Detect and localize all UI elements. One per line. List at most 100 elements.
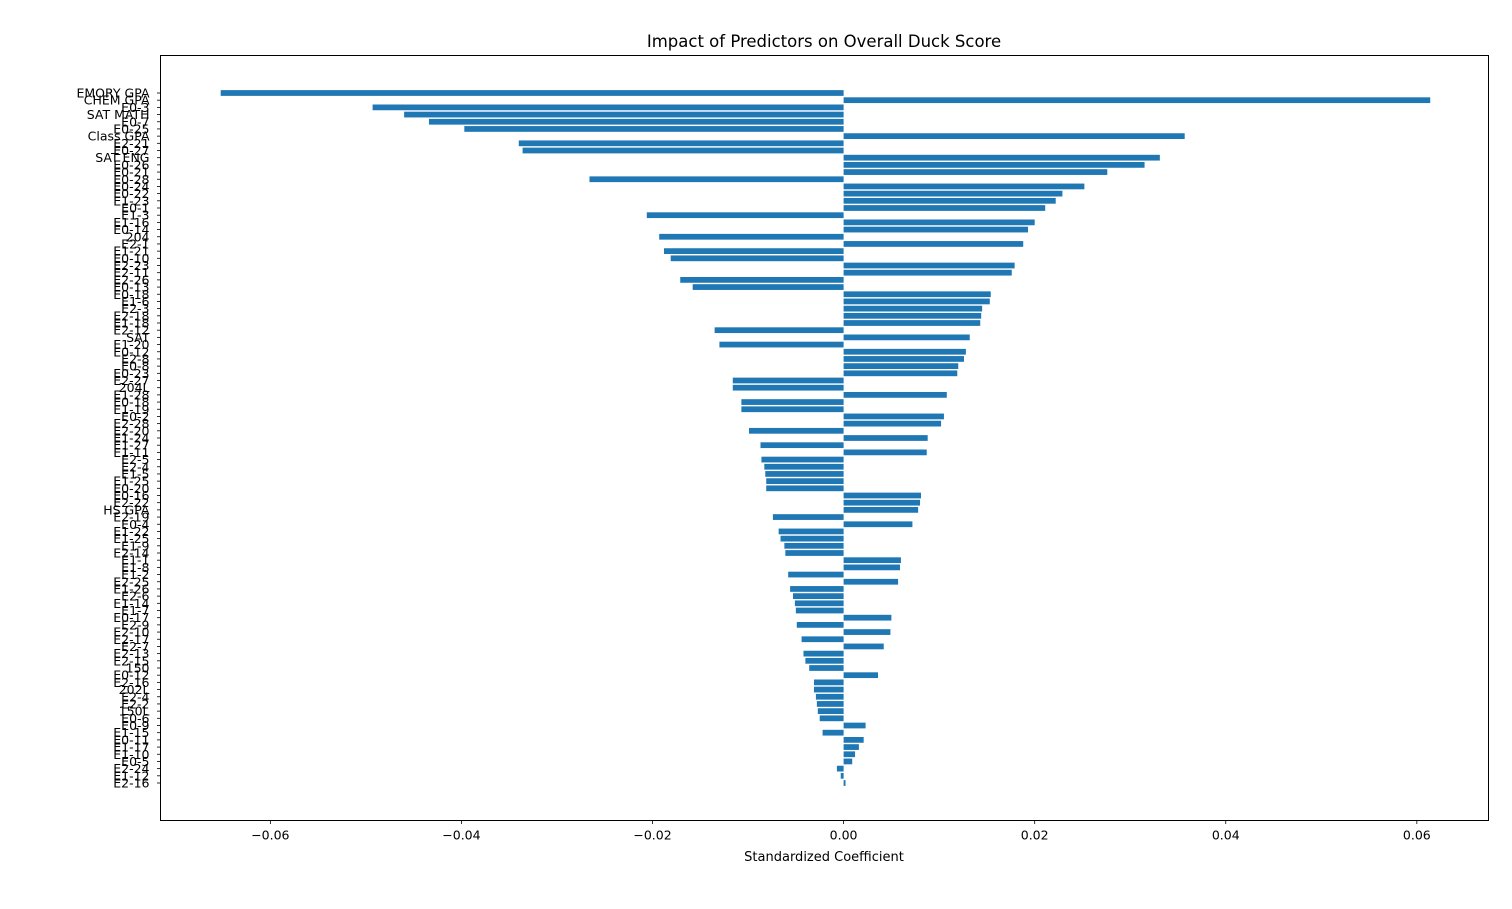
bar [760,442,844,449]
category-tick-label: E1-18 [113,316,149,331]
category-tick-label: E2-17 [113,632,149,647]
bar [843,578,899,585]
category-tick-label: E0-12 [113,344,149,359]
bar [843,492,921,499]
category-tick-label: E1-5 [121,466,149,481]
bar [843,758,853,765]
category-tick-label: E1-19 [113,402,149,417]
category-tick-label: 150 [126,661,150,676]
bar [815,693,844,700]
chart-title: Impact of Predictors on Overall Duck Sco… [647,32,1001,51]
category-tick-label: E2-19 [113,510,149,525]
bar [765,471,844,477]
x-tick-label: 0.06 [1403,828,1431,843]
category-tick-label: E1-17 [113,740,149,755]
category-tick-label: E0-8 [121,359,149,374]
bar [741,399,844,405]
category-tick-label: E2-1 [121,236,149,251]
bar [816,701,844,707]
bar [843,298,990,305]
bar [840,772,844,779]
category-tick-label: E1-11 [113,445,149,460]
bar [796,622,844,628]
bar [670,255,844,262]
x-tick-label: −0.04 [442,828,480,843]
category-tick-label: E1-21 [113,244,149,259]
category-tick-label: E2-3 [121,301,149,316]
bar [843,643,884,650]
bar [220,90,844,96]
category-tick-label: E0-27 [113,143,149,158]
bar [766,478,844,484]
bar [803,650,844,657]
bar [813,686,844,693]
bar [772,514,844,520]
category-tick-label: E1-1 [121,553,149,568]
category-tick-label: E2-15 [113,653,149,668]
bar [843,348,966,355]
bar [518,140,844,147]
bar [784,542,844,549]
category-tick-label: E1-9 [121,538,149,553]
bar [843,320,981,326]
bars-group [220,90,1431,786]
bar [794,600,844,607]
category-tick-label: E0-28 [113,172,149,187]
category-tick-label: E2-5 [121,452,149,467]
bar [805,657,844,664]
bar [843,629,891,635]
category-tick-label: E0-20 [113,481,149,496]
bar [714,327,844,334]
bar [843,751,856,758]
category-tick-label: E0-25 [113,121,149,136]
category-tick-label: E2-9 [121,617,149,632]
category-tick-label: E0-5 [121,754,149,769]
bar [843,190,1063,197]
category-tick-label: E0-18 [113,395,149,410]
category-tick-label: E1-25 [113,474,149,489]
category-tick-label: EMORY GPA [77,86,150,101]
category-tick-label: E2-4 [121,459,149,474]
category-tick-label: E2-27 [113,373,149,388]
bar [778,528,844,535]
bar [792,593,844,599]
category-tick-label: E1-14 [113,596,149,611]
category-tick-label: E2-4 [121,689,149,704]
category-tick-label: E0-6 [121,711,149,726]
bar [843,413,944,420]
x-tick-label: 0.04 [1212,828,1240,843]
category-tick-label: E0-9 [121,718,149,733]
category-tick-label: E2-23 [113,258,149,273]
category-tick-label: SAT [126,330,150,345]
bar [819,715,844,722]
bar [404,111,844,118]
category-tick-label: E2-16 [113,675,149,690]
bar [843,97,1431,104]
category-tick-label: E1-3 [121,208,149,223]
category-tick-label: E0-12 [113,668,149,683]
category-tick-label: E1-22 [113,524,149,539]
category-tick-label: E2-25 [113,574,149,589]
bar [766,485,844,492]
bar [764,463,844,470]
x-tick-label: −0.02 [633,828,671,843]
category-tick-label: E1-6 [121,294,149,309]
bar [817,708,844,714]
category-tick-label: E2-22 [113,495,149,510]
bar [843,162,1145,168]
bar [843,744,859,750]
bar [813,679,844,686]
category-tick-label: E1-25 [113,531,149,546]
category-tick-label: E1-20 [113,337,149,352]
bar [372,104,844,111]
bar [801,636,844,643]
category-tick-label: E2-13 [113,646,149,661]
category-tick-label: E1-28 [113,387,149,402]
bar [843,219,1035,226]
bar [843,521,913,528]
category-tick-label: E2-21 [113,136,149,151]
bar [843,392,947,398]
category-tick-label: E0-1 [121,201,149,216]
